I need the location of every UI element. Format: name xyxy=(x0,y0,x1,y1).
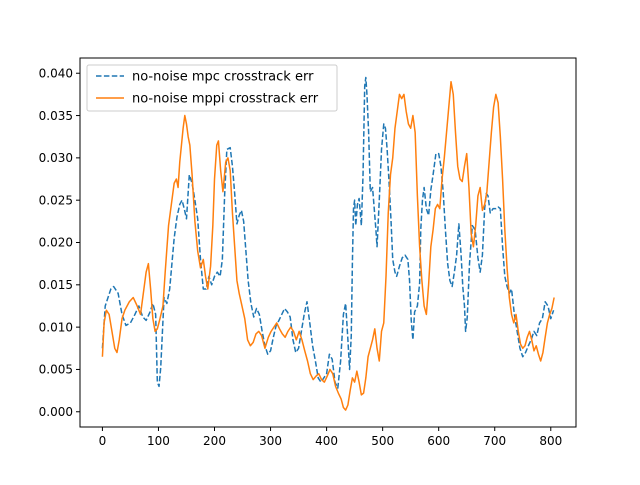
series-line-mppi xyxy=(101,80,555,411)
axes: 0 100 200 300 400 500 600 700 800 0.000 0.005 0.010… xyxy=(39,57,577,448)
plot-area xyxy=(101,76,555,411)
x-tick-label: 700 xyxy=(483,434,506,448)
legend-label-mpc: no-noise mpc crosstrack err xyxy=(132,70,314,85)
y-tick-label: 0.035 xyxy=(39,109,73,123)
y-tick-label: 0.005 xyxy=(39,363,73,377)
y-tick-label: 0.000 xyxy=(39,405,73,419)
legend-box xyxy=(86,64,338,112)
legend: no-noise mpc crosstrack err no-noise mpp… xyxy=(86,64,338,112)
x-tick-label: 200 xyxy=(203,434,226,448)
x-tick-label: 400 xyxy=(315,434,338,448)
x-tick-label: 300 xyxy=(259,434,282,448)
legend-label-mppi: no-noise mppi crosstrack err xyxy=(132,92,319,107)
x-tick-label: 0 xyxy=(99,434,107,448)
x-tick-label: 600 xyxy=(427,434,450,448)
y-tick-label: 0.030 xyxy=(39,151,73,165)
y-tick-label: 0.040 xyxy=(39,66,73,80)
y-tick-label: 0.025 xyxy=(39,193,73,207)
y-tick-label: 0.010 xyxy=(39,320,73,334)
y-tick-label: 0.020 xyxy=(39,236,73,250)
x-tick-label: 800 xyxy=(539,434,562,448)
x-tick-label: 100 xyxy=(147,434,170,448)
y-tick-label: 0.015 xyxy=(39,278,73,292)
x-tick-label: 500 xyxy=(371,434,394,448)
